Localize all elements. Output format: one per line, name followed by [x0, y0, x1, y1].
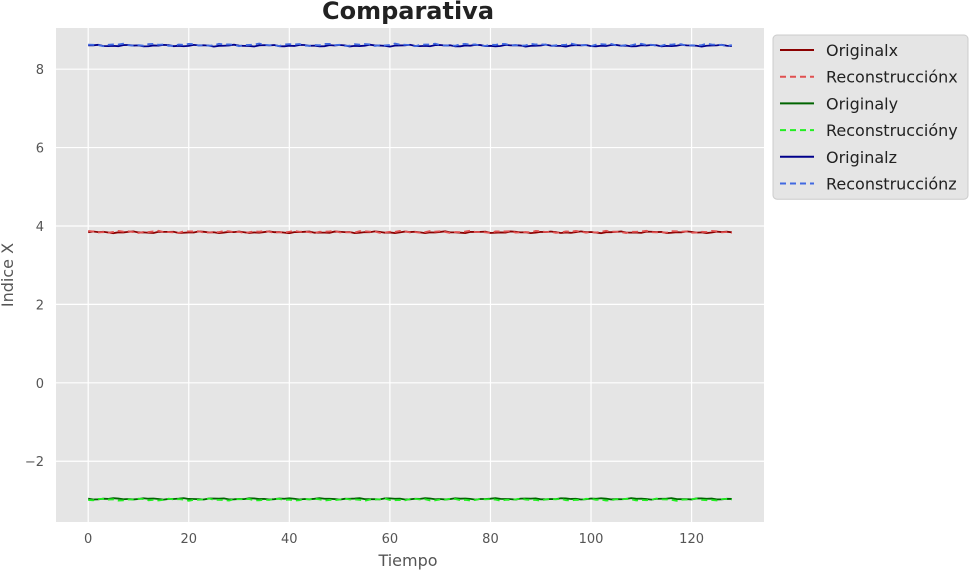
- series-line-reconstrucciónx: [88, 229, 732, 234]
- x-tick-label: 80: [482, 532, 499, 547]
- y-tick-label: 4: [36, 220, 44, 235]
- y-tick-labels: −2 0 2 4 6 8: [25, 63, 44, 470]
- x-tick-label: 0: [84, 532, 92, 547]
- legend-label: Reconstrucciónx: [826, 68, 958, 87]
- y-axis-label: Indice X: [0, 243, 17, 307]
- legend-label: Originalx: [826, 41, 898, 60]
- grid-lines: [56, 28, 764, 522]
- x-tick-label: 120: [679, 532, 704, 547]
- legend-box: [772, 34, 969, 200]
- legend-label: Originaly: [826, 94, 898, 113]
- series-line-reconstruccióny: [88, 497, 732, 502]
- y-tick-label: 6: [36, 142, 44, 157]
- legend: Originalx Reconstrucciónx Originaly Reconst…: [772, 34, 969, 200]
- legend-label: Originalz: [826, 148, 897, 167]
- series-line-reconstrucciónz: [88, 42, 733, 48]
- y-tick-label: 0: [36, 377, 44, 392]
- x-axis-label: Tiempo: [377, 551, 437, 570]
- plot-area: [56, 28, 764, 522]
- series-lines: [88, 42, 733, 502]
- x-tick-labels: 0 20 40 60 80 100 120: [84, 532, 704, 547]
- y-tick-label: 2: [36, 298, 44, 313]
- x-tick-label: 40: [281, 532, 298, 547]
- y-tick-label: −2: [25, 455, 44, 470]
- y-tick-label: 8: [36, 63, 44, 78]
- x-tick-label: 100: [579, 532, 604, 547]
- chart-title: Comparativa: [322, 0, 494, 25]
- legend-label: Reconstrucciónz: [826, 175, 957, 194]
- x-tick-label: 60: [382, 532, 399, 547]
- x-tick-label: 20: [180, 532, 197, 547]
- legend-label: Reconstruccióny: [826, 121, 958, 140]
